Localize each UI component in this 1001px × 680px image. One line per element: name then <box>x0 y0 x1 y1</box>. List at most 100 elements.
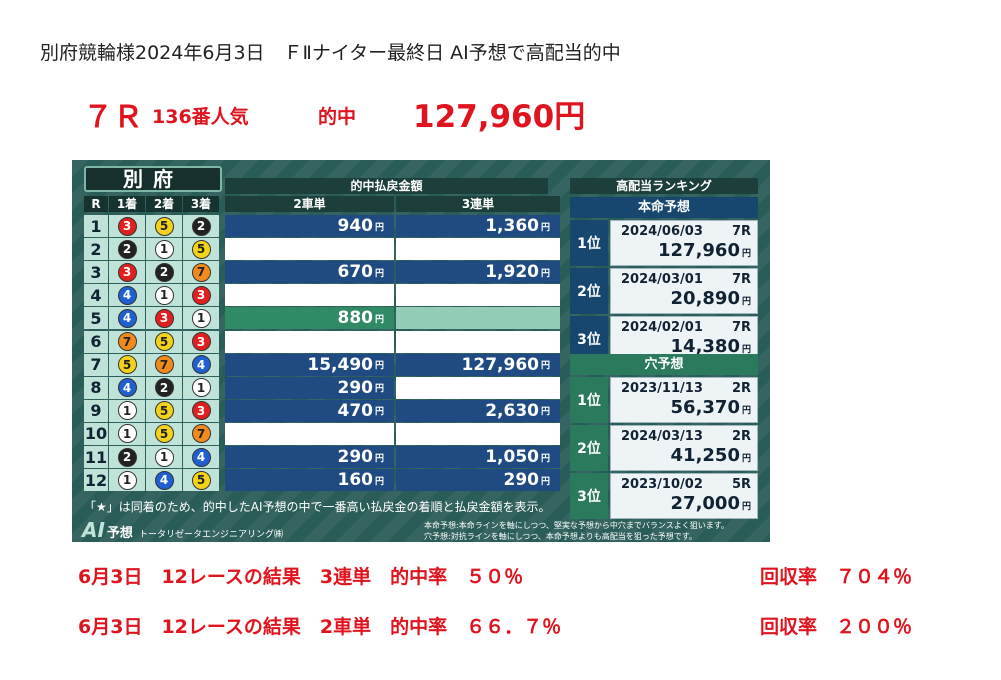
footnote: 「★」は同着のため、的中したAI予想の中で一番高い払戻金の着順と払戻金額を表示。 <box>84 500 551 514</box>
yen-unit: 円 <box>374 407 384 418</box>
placing-3: 2 <box>183 215 219 237</box>
bike-number-badge: 5 <box>191 239 211 259</box>
bike-number-badge: 4 <box>117 285 137 305</box>
trifecta-payout: 127,960 円 <box>396 353 560 376</box>
placing-2: 1 <box>146 446 182 468</box>
placing-1: 7 <box>109 330 145 353</box>
bike-number-badge: 3 <box>117 216 137 236</box>
bike-number-badge: 1 <box>154 285 174 305</box>
rank-race: 2R <box>731 381 751 396</box>
highlight-hit: 的中 <box>318 106 357 128</box>
trifecta-payout: 1,360 円 <box>396 215 560 237</box>
placing-1: 3 <box>109 215 145 237</box>
placing-2: 5 <box>146 330 182 353</box>
header-p3: 3着 <box>183 196 219 212</box>
trifecta-payout: 1,050 円 <box>396 446 560 468</box>
placing-2: 2 <box>146 376 182 399</box>
race-number: 7 <box>84 353 108 376</box>
ana-rank-entry: 1位 2023/11/13 2R 56,370 円 <box>570 377 758 424</box>
yen-unit: 円 <box>540 361 550 372</box>
race-row: 11 2 1 4 290 円 1,050 円 <box>84 446 560 469</box>
rank-detail: 2024/06/03 7R 127,960 円 <box>610 220 758 266</box>
race-row: 3 3 2 7 670 円 1,920 円 <box>84 261 560 284</box>
bike-number-badge: 2 <box>117 239 137 259</box>
placing-3: 4 <box>183 353 219 376</box>
bike-number-badge: 1 <box>117 424 137 444</box>
trifecta-payout: 2,630 円 <box>396 399 560 422</box>
race-number: 6 <box>84 330 108 353</box>
result-trifecta-label: 6月3日 12レースの結果 3連単 的中率 ５０％ <box>78 566 524 588</box>
placing-3: 7 <box>183 422 219 445</box>
yen-unit: 円 <box>374 314 384 325</box>
bike-number-badge: 5 <box>154 216 174 236</box>
placing-3: 5 <box>183 238 219 261</box>
bike-number-badge: 3 <box>117 262 137 282</box>
trifecta-payout-value: 1,360 <box>485 216 539 236</box>
exacta-payout <box>225 284 394 307</box>
bike-number-badge: 1 <box>117 470 137 490</box>
rank-value: 127,960 円 <box>658 240 751 261</box>
placing-1: 3 <box>109 261 145 284</box>
exacta-payout-value: 940 <box>337 216 373 236</box>
exacta-payout <box>225 238 394 261</box>
highlight-popularity: 136番人気 <box>152 106 249 128</box>
exacta-payout-value: 290 <box>337 377 373 398</box>
yen-unit: 円 <box>741 345 751 355</box>
placing-3: 5 <box>183 469 219 492</box>
honmei-header: 本命予想 <box>570 197 758 218</box>
header-exacta: 2車単 <box>225 196 394 212</box>
result-exacta-recovery: 回収率 ２００％ <box>760 616 913 638</box>
placing-3: 1 <box>183 307 219 330</box>
legend-ana: 穴予想:対抗ラインを軸にしつつ、本命予想よりも高配当を狙った予想です。 <box>424 532 697 541</box>
race-number: 11 <box>84 446 108 468</box>
trifecta-payout <box>396 330 560 353</box>
rank-date: 2024/03/13 <box>621 429 703 444</box>
placing-2: 1 <box>146 238 182 261</box>
highlight-race: ７Ｒ <box>83 100 143 135</box>
exacta-payout-value: 15,490 <box>307 354 373 375</box>
trifecta-payout <box>396 376 560 399</box>
placing-1: 1 <box>109 399 145 422</box>
rank-value-amount: 14,380 <box>670 336 740 357</box>
header-p2: 2着 <box>146 196 182 212</box>
bike-number-badge: 7 <box>191 262 211 282</box>
venue-title: 別府 <box>84 166 222 192</box>
bike-number-badge: 1 <box>154 239 174 259</box>
ai-yoso-logo: AI 予想 トータリゼータエンジニアリング㈱ <box>82 518 283 542</box>
placing-1: 4 <box>109 284 145 307</box>
exacta-payout: 470 円 <box>225 399 394 422</box>
yen-unit: 円 <box>374 384 384 395</box>
rank-race: 7R <box>731 272 751 287</box>
race-row: 10 1 5 7 <box>84 422 560 446</box>
highlight-amount: 127,960円 <box>413 99 586 135</box>
bike-number-badge: 1 <box>117 401 137 421</box>
placing-2: 5 <box>146 422 182 445</box>
yen-unit: 円 <box>741 454 751 464</box>
rank-race: 7R <box>731 320 751 335</box>
bike-number-badge: 5 <box>154 401 174 421</box>
race-number: 8 <box>84 376 108 399</box>
yen-unit: 円 <box>540 268 550 279</box>
race-number: 2 <box>84 238 108 261</box>
headline: 別府競輪様2024年6月3日 ＦⅡナイター最終日 AI予想で高配当的中 <box>40 42 621 64</box>
rank-detail: 2023/11/13 2R 56,370 円 <box>610 377 758 423</box>
placing-2: 7 <box>146 353 182 376</box>
placing-1: 1 <box>109 422 145 445</box>
placing-1: 4 <box>109 307 145 330</box>
header-ranking: 高配当ランキング <box>570 178 758 194</box>
exacta-payout-value: 880 <box>337 308 373 329</box>
exacta-payout-value: 470 <box>337 400 373 421</box>
yen-unit: 円 <box>741 297 751 307</box>
trifecta-payout-value: 2,630 <box>485 400 539 421</box>
rank-race: 2R <box>731 429 751 444</box>
header-payout-group: 的中払戻金額 <box>225 178 548 194</box>
exacta-payout-value: 290 <box>337 447 373 467</box>
placing-1: 1 <box>109 469 145 492</box>
placing-3: 4 <box>183 446 219 468</box>
trifecta-payout-value: 290 <box>503 470 539 491</box>
bike-number-badge: 3 <box>191 332 211 351</box>
bike-number-badge: 5 <box>154 332 174 351</box>
